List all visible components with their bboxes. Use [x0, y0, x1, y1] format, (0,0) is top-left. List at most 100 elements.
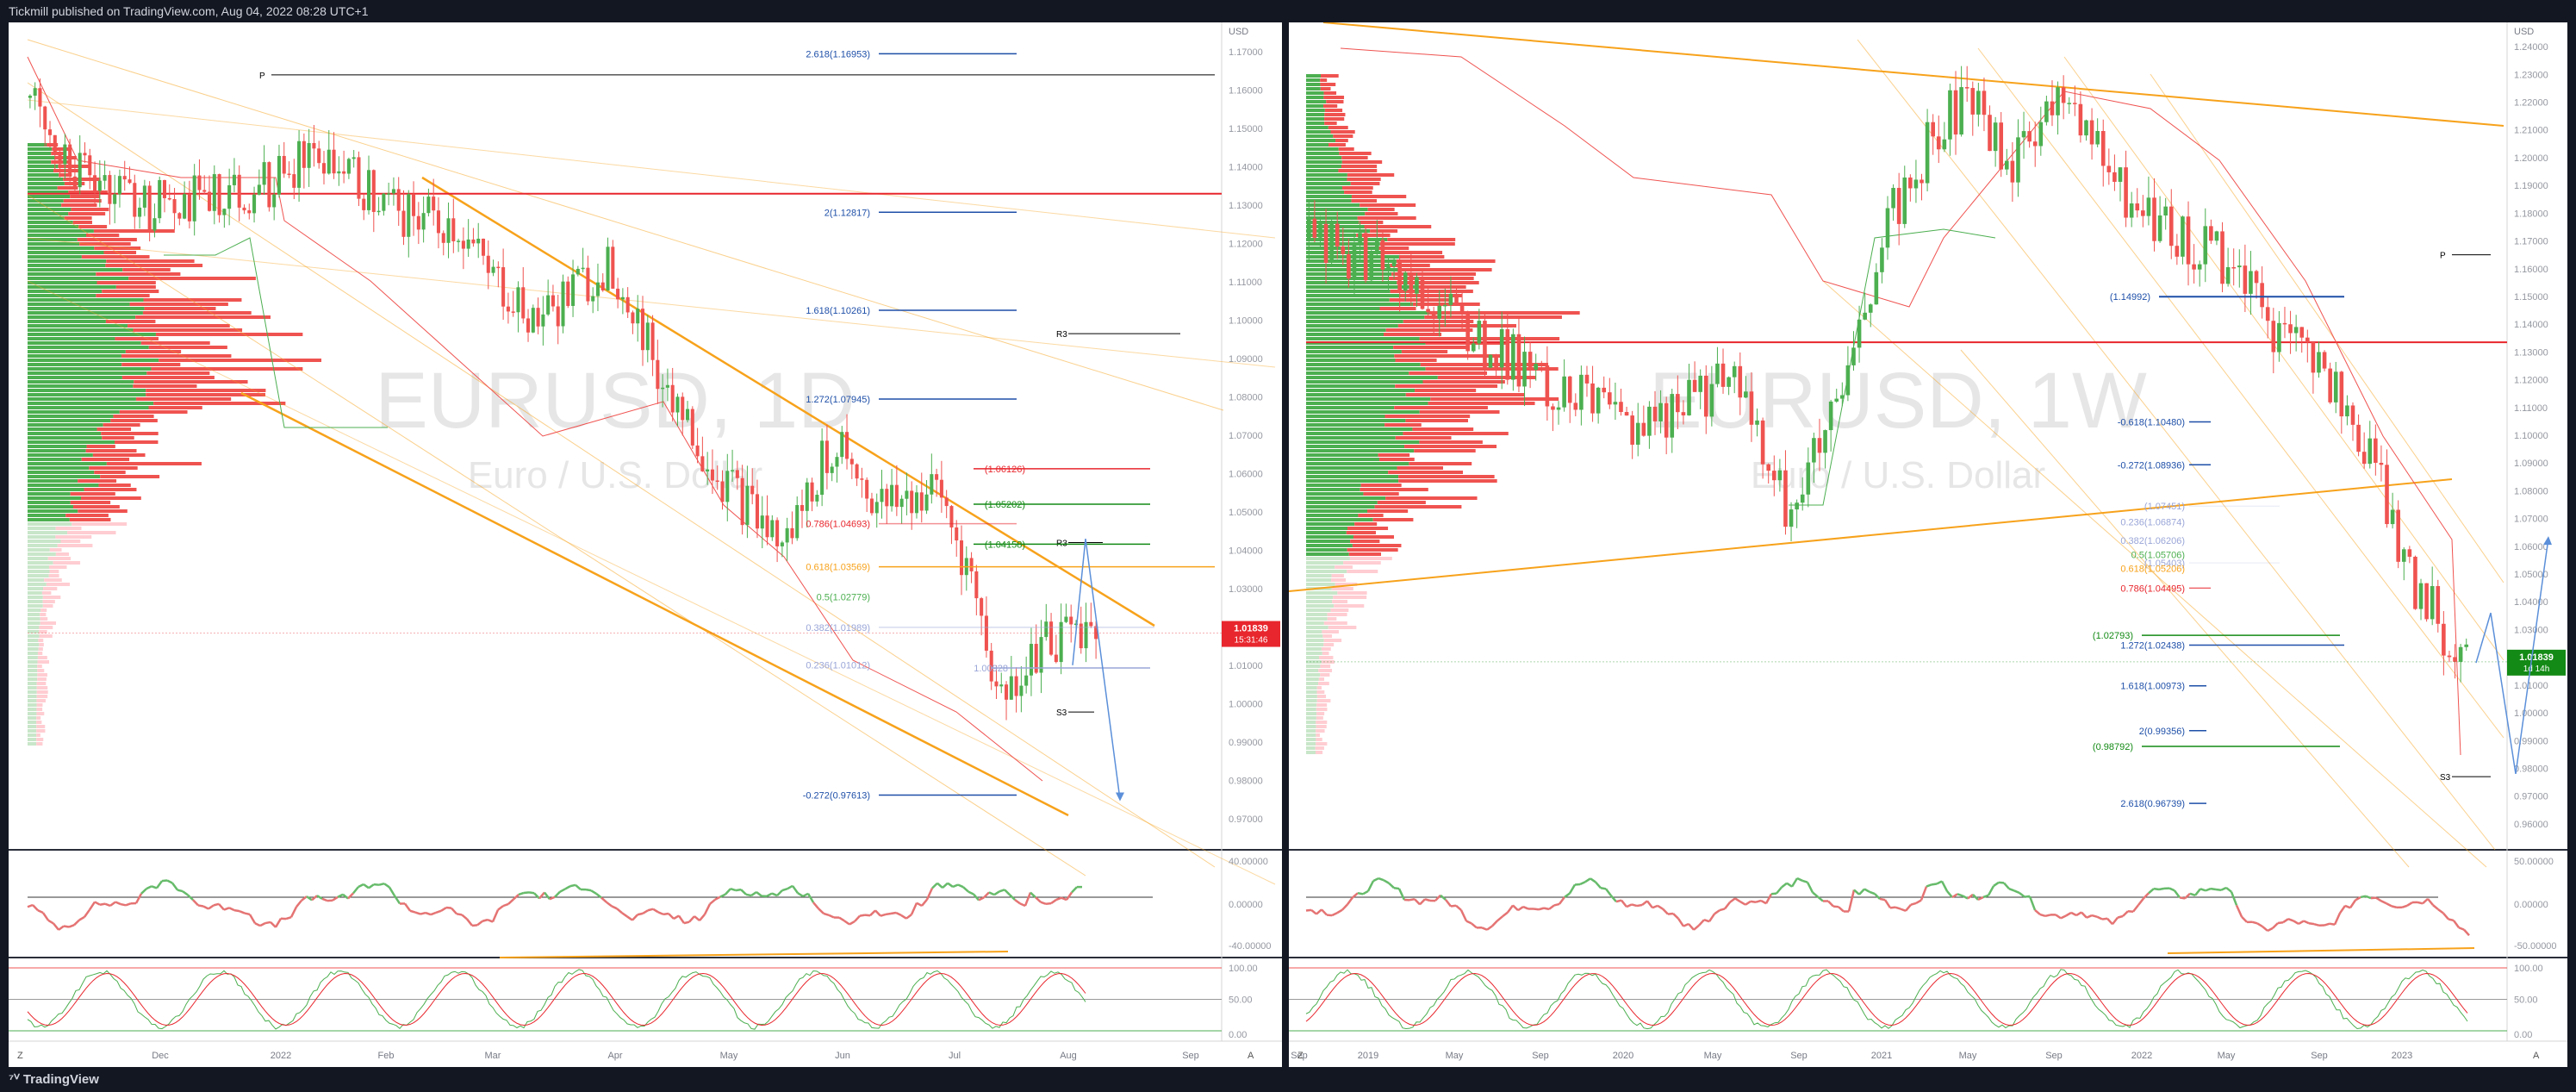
volume-profile-bar: [55, 535, 92, 539]
candle-body: [576, 268, 580, 275]
last-price-value: 1.01839: [1234, 624, 1268, 634]
volume-profile-bar: [28, 173, 59, 177]
candle-body: [1403, 272, 1408, 291]
volume-profile-bar: [1306, 699, 1317, 702]
volume-profile-bar: [1306, 96, 1324, 99]
oscillator-line: [1491, 920, 1498, 927]
volume-profile-bar: [28, 552, 56, 556]
oscillator-line: [109, 901, 116, 907]
oscillator-line: [2179, 896, 2186, 900]
oscillator-line: [642, 909, 649, 914]
candle-body: [536, 308, 540, 327]
oscillator-line: [874, 909, 881, 917]
volume-profile-bar: [28, 686, 37, 690]
candle-body: [257, 184, 261, 195]
volume-profile-bar: [1306, 298, 1390, 302]
volume-profile-bar: [39, 626, 53, 629]
oscillator-line: [192, 899, 199, 907]
price-tick-label: 1.14000: [2514, 320, 2548, 330]
volume-profile-bar: [81, 458, 130, 461]
oscillator-tick-label: 40.00000: [1229, 857, 1268, 867]
volume-profile-bar: [1320, 673, 1330, 677]
oscillator-line: [993, 890, 1000, 896]
candle-body: [1647, 406, 1652, 436]
candle-body: [2374, 438, 2378, 463]
volume-profile-bar: [28, 527, 56, 530]
volume-profile-bar: [1306, 212, 1366, 215]
volume-profile-bar: [42, 596, 61, 599]
candle-body: [1874, 271, 1879, 305]
oscillator-line: [2277, 920, 2284, 925]
volume-profile-bar: [1375, 246, 1409, 250]
volume-profile-bar: [84, 488, 137, 491]
oscillator-line: [1533, 908, 1540, 911]
volume-profile-bar: [28, 376, 122, 379]
candle-body: [865, 479, 869, 499]
oscillator-line: [1502, 911, 1509, 918]
tradingview-logo[interactable]: ⁷ⱽ TradingView: [9, 1067, 99, 1092]
volume-profile-bar: [143, 298, 242, 302]
volume-profile-bar: [159, 359, 322, 362]
volume-profile-bar: [1306, 380, 1423, 384]
volume-profile-bar: [1306, 712, 1317, 715]
candle-body: [2396, 509, 2400, 562]
oscillator-line: [2287, 918, 2294, 922]
oscillator-line: [2034, 908, 2041, 916]
volume-profile-bar: [28, 208, 72, 211]
candle-body: [1014, 676, 1018, 696]
candle-body: [2350, 405, 2355, 425]
chart-panel-daily[interactable]: EURUSD, 1D Euro / U.S. Dollar USD 1.17000 1.…: [9, 22, 1282, 1067]
oscillator-line: [289, 906, 298, 918]
stochastic-tick-label: 100.00: [2514, 964, 2543, 974]
candle-body: [471, 239, 476, 244]
chart-panel-weekly[interactable]: EURUSD, 1W Euro / U.S. Dollar USD 1.24000 1.…: [1288, 22, 2567, 1067]
volume-profile-bar: [68, 190, 108, 194]
candle-body: [750, 485, 755, 495]
candle-body: [2089, 120, 2094, 145]
oscillator-line: [2013, 889, 2020, 895]
oscillator-line: [2055, 914, 2062, 920]
volume-profile-bar: [1347, 570, 1378, 573]
pivot-label: P: [259, 72, 265, 81]
volume-profile-bar: [28, 272, 96, 276]
channel-line: [1857, 39, 2496, 851]
candle-body: [2305, 337, 2310, 343]
volume-profile-bar: [1306, 557, 1350, 560]
oscillator-line: [916, 902, 923, 908]
volume-profile-bar: [1306, 199, 1352, 203]
oscillator-line: [725, 888, 731, 895]
volume-profile-bar: [28, 384, 134, 388]
volume-profile-bar: [1306, 746, 1316, 750]
candle-body: [740, 477, 744, 526]
volume-profile-bar: [28, 354, 121, 358]
candle-body: [1902, 177, 1907, 224]
volume-profile-bar: [1363, 492, 1399, 496]
candle-body: [83, 153, 87, 156]
volume-profile-bar: [1351, 195, 1407, 198]
volume-profile-bar: [36, 721, 42, 724]
oscillator-line: [2241, 915, 2248, 923]
candle-body: [1079, 623, 1083, 649]
stochastic-tick-label: 50.00: [1229, 995, 1253, 1006]
oscillator-line: [1688, 923, 1695, 931]
volume-profile-bar: [1347, 527, 1389, 530]
volume-profile-bar: [1306, 371, 1409, 375]
volume-profile-bar: [1395, 359, 1437, 362]
volume-profile-bar: [1306, 126, 1328, 129]
oscillator-line: [68, 924, 75, 928]
price-tick-label: 1.05000: [1229, 508, 1263, 518]
candle-body: [910, 490, 914, 514]
oscillator-trendline: [499, 951, 1009, 958]
oscillator-line: [1009, 894, 1016, 901]
candle-body: [890, 484, 894, 507]
volume-profile-bar: [128, 324, 230, 328]
oscillator-line: [2189, 892, 2196, 896]
volume-profile-bar: [1306, 561, 1344, 565]
oscillator-line: [1806, 882, 1814, 894]
fib-level-label: (1.02793): [2093, 631, 2133, 641]
oscillator-line: [1600, 887, 1607, 890]
volume-profile-bar: [103, 251, 137, 254]
volume-profile-bar: [1306, 621, 1324, 625]
